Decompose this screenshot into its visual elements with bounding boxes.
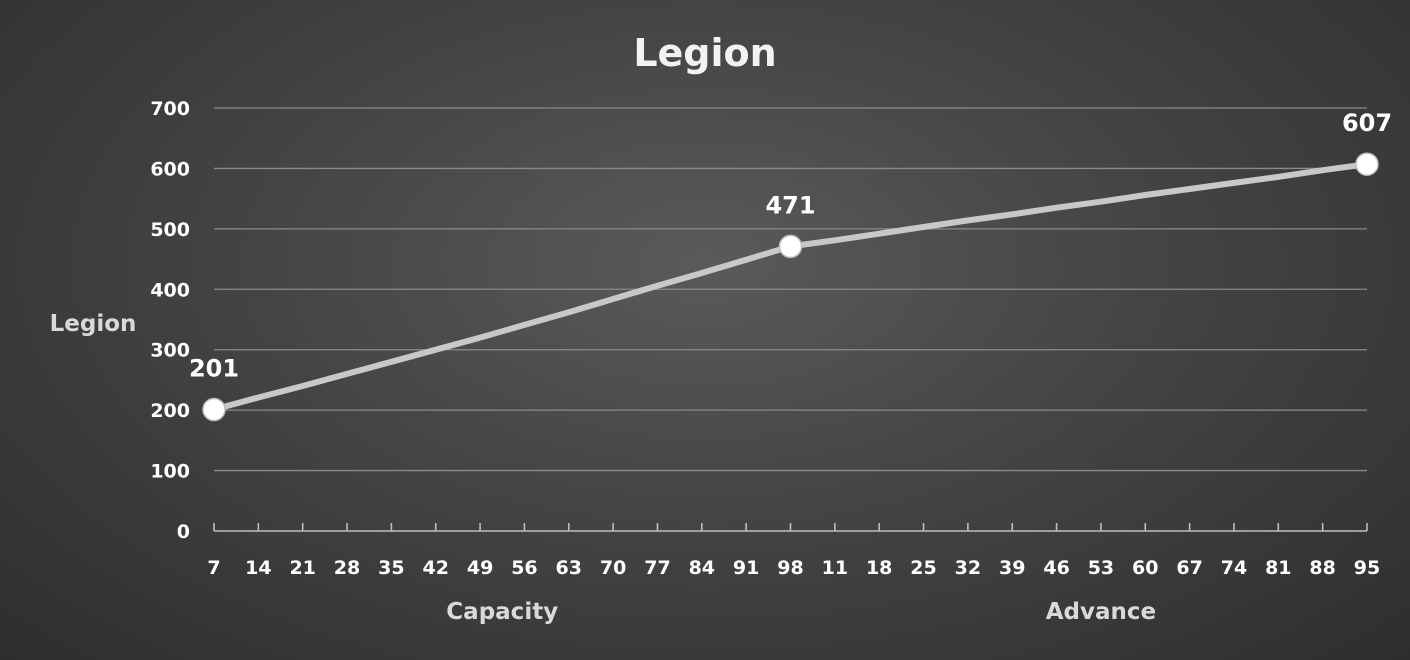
x-tick-label: 63 [556,557,582,579]
x-tick-label: 11 [822,557,848,579]
x-tick-label: 35 [378,557,404,579]
x-tick-label: 18 [866,557,892,579]
y-tick-label: 300 [150,340,190,362]
x-tick-label: 84 [689,557,715,579]
data-label: 201 [189,355,239,383]
x-tick-label: 56 [511,557,537,579]
data-point-marker [1355,152,1379,176]
x-tick-label: 39 [999,557,1025,579]
x-tick-label: 42 [423,557,449,579]
y-tick-label: 400 [150,279,190,301]
gridlines [214,107,1367,472]
x-tick-label: 60 [1132,557,1158,579]
category-group-label: Advance [1046,599,1156,625]
x-tick-label: 28 [334,557,360,579]
data-label: 471 [765,191,815,219]
x-tick-label: 95 [1354,557,1380,579]
y-tick-label: 600 [150,158,190,180]
x-tick-label: 70 [600,557,626,579]
x-tick-label: 88 [1309,557,1335,579]
y-axis-label: Legion [50,311,137,337]
x-tick-label: 98 [777,557,803,579]
x-tick-label: 77 [644,557,670,579]
data-label: 607 [1342,109,1392,137]
x-tick-label: 74 [1221,557,1247,579]
x-tick-label: 91 [733,557,759,579]
x-tick-label: 14 [245,557,271,579]
category-group-labels: Capacity Advance [446,599,1156,625]
y-tick-label: 0 [177,521,190,543]
y-tick-label: 200 [150,400,190,422]
y-tick-label: 500 [150,219,190,241]
x-tick-label: 25 [910,557,936,579]
category-group-label: Capacity [446,599,558,625]
data-labels: 201 471 607 [189,109,1392,382]
y-tick-label: 700 [150,98,190,120]
x-tick-label: 67 [1176,557,1202,579]
x-tick-label: 53 [1088,557,1114,579]
y-tick-label: 100 [150,461,190,483]
data-point-marker [202,397,226,422]
x-tick-label: 21 [289,557,315,579]
y-axis-ticks: 0 100 200 300 400 500 600 700 [150,98,190,543]
x-tick-label: 46 [1043,557,1069,579]
series-layer [202,152,1379,422]
x-axis: 7 14 21 28 35 42 49 56 63 70 77 84 91 98 11 18 25 32 39 46 5… [207,523,1380,579]
x-tick-label: 49 [467,557,493,579]
data-point-marker [778,234,803,259]
x-tick-label: 32 [955,557,981,579]
x-tick-label: 7 [207,557,220,579]
x-tick-label: 81 [1265,557,1291,579]
chart-title: Legion [633,31,776,75]
